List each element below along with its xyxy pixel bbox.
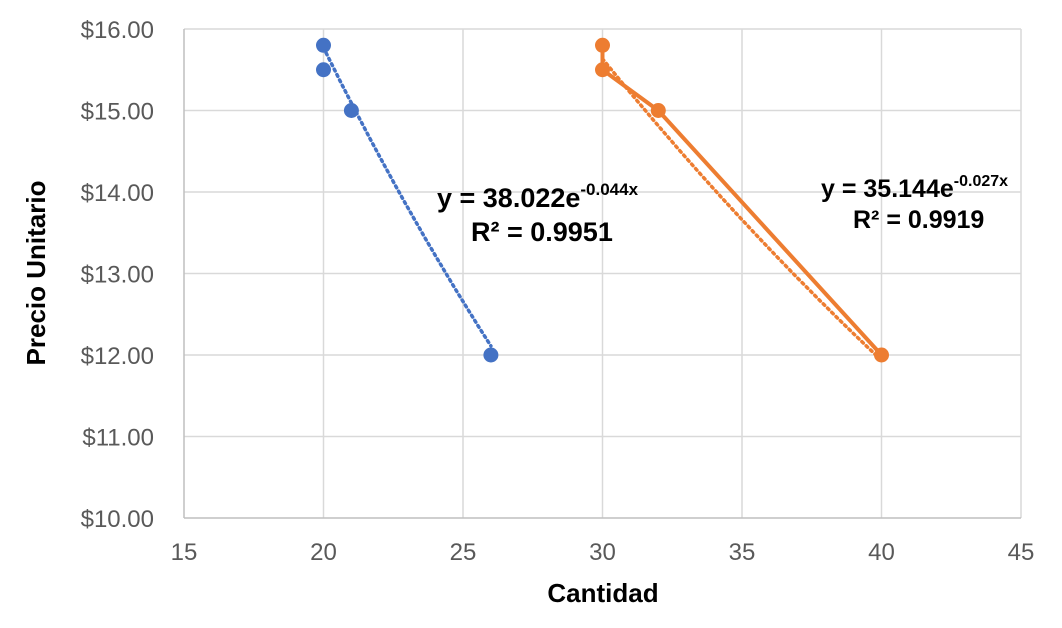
- data-point: [343, 103, 359, 118]
- svg-text:y = 35.144e-0.027x: y = 35.144e-0.027x: [821, 173, 1008, 203]
- y-tick-label: $14.00: [81, 180, 154, 207]
- x-tick-label: 45: [1008, 539, 1035, 566]
- data-point: [874, 347, 889, 363]
- svg-text:y = 38.022e-0.044x: y = 38.022e-0.044x: [437, 180, 639, 213]
- series-layer: [316, 37, 889, 363]
- series-2: [595, 37, 889, 363]
- y-tick-label: $13.00: [81, 262, 154, 289]
- axes: [183, 29, 1021, 519]
- y-tick-label: $16.00: [81, 17, 154, 44]
- y-tick-label: $12.00: [81, 343, 154, 370]
- r-squared-series-1: R² = 0.9951: [471, 217, 613, 247]
- y-tick-label: $15.00: [81, 99, 154, 126]
- data-point: [595, 37, 610, 53]
- equation-base-series-2: y = 35.144e: [821, 175, 954, 203]
- x-tick-label: 35: [729, 539, 756, 566]
- series-1: [316, 37, 499, 363]
- x-tick-labels: 15 20 25 30 35 40 45: [171, 539, 1035, 566]
- y-tick-label: $11.00: [82, 425, 154, 452]
- r-squared-series-2: R² = 0.9919: [853, 206, 984, 234]
- x-tick-label: 40: [868, 539, 895, 566]
- equation-exponent-series-1: -0.044x: [580, 180, 638, 199]
- y-tick-labels: $10.00 $11.00 $12.00 $13.00 $14.00 $15.00 $16.…: [81, 17, 154, 533]
- x-tick-label: 25: [450, 539, 477, 566]
- equation-exponent-series-2: -0.027x: [954, 173, 1008, 190]
- x-tick-label: 30: [589, 539, 616, 566]
- trendline-equation-series-2: y = 35.144e-0.027x R² = 0.9919: [821, 173, 1008, 234]
- trendline-series-2: [600, 57, 884, 363]
- trendline-equation-series-1: y = 38.022e-0.044x R² = 0.9951: [437, 180, 639, 247]
- data-point: [316, 62, 331, 78]
- data-point: [595, 62, 610, 78]
- data-point: [483, 347, 499, 363]
- x-tick-label: 20: [310, 539, 337, 566]
- data-point: [650, 103, 666, 118]
- equation-base-series-1: y = 38.022e: [437, 183, 580, 213]
- gridlines: [184, 28, 1022, 518]
- x-axis-title: Cantidad: [547, 578, 658, 608]
- y-axis-title: Precio Unitario: [21, 181, 51, 366]
- x-tick-label: 15: [171, 539, 198, 566]
- data-point: [316, 37, 331, 53]
- y-tick-label: $10.00: [81, 506, 154, 533]
- series-line-2: [600, 45, 883, 357]
